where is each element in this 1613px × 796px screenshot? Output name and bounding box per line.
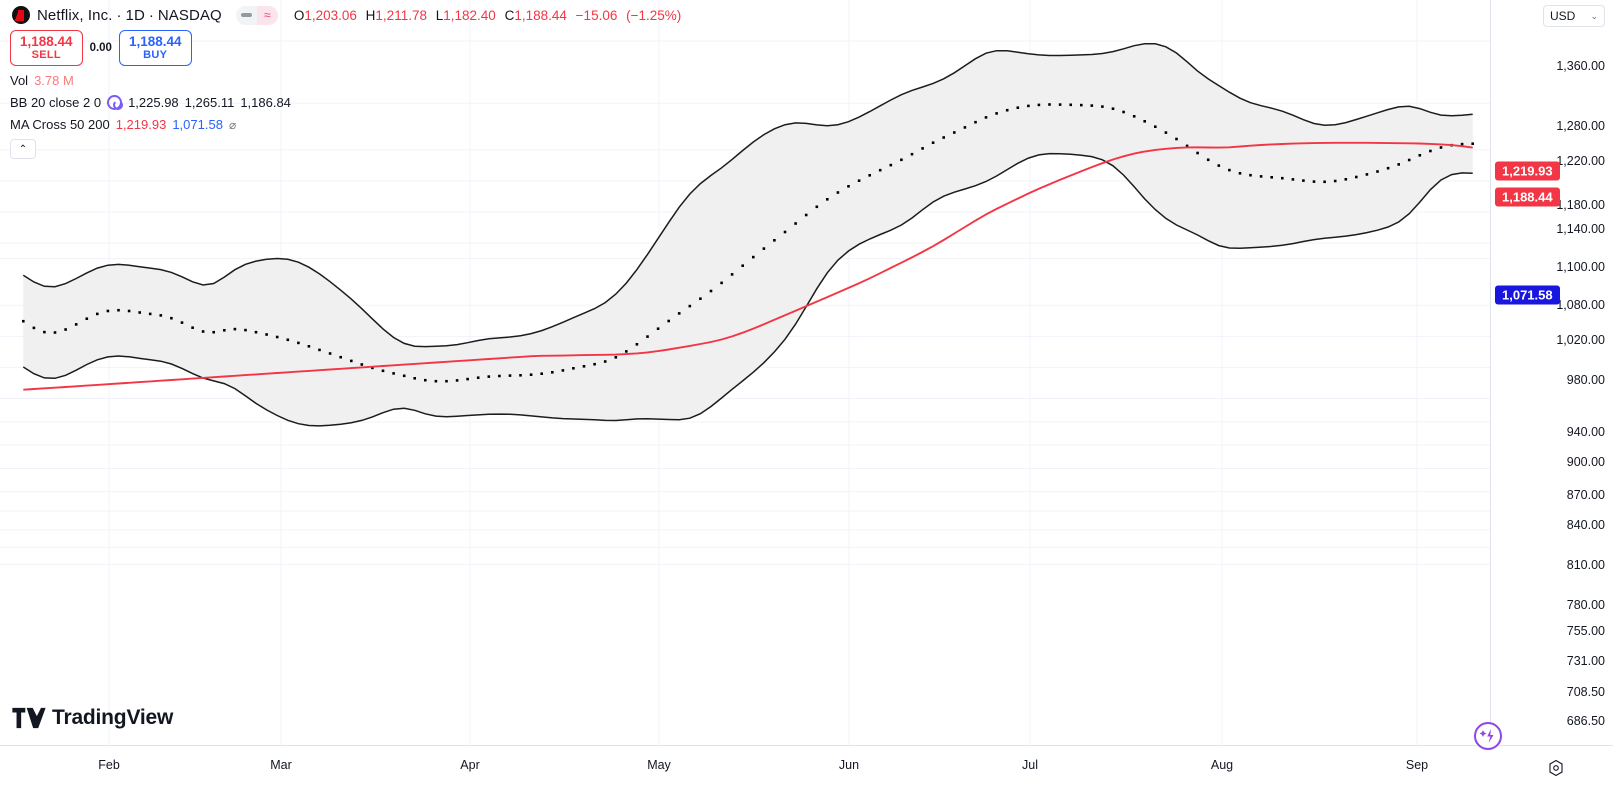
ai-sparkle-icon (1479, 729, 1494, 743)
ma-fast-value: 1,219.93 (115, 117, 167, 133)
price-tick-label: 1,100.00 (1556, 260, 1605, 274)
sell-button[interactable]: 1,188.44 SELL (10, 30, 83, 67)
low-value: 1,182.40 (443, 7, 496, 23)
volume-legend-row[interactable]: Vol 3.78 M (10, 73, 291, 88)
price-tick-label: 1,080.00 (1556, 298, 1605, 312)
high-label: H (365, 7, 376, 23)
netflix-logo-icon (12, 6, 30, 24)
tradingview-logo: TradingView (12, 706, 173, 730)
bollinger-legend-row[interactable]: BB 20 close 2 0 1,225.98 1,265.11 1,186.… (10, 95, 291, 111)
price-tick-label: 755.00 (1566, 624, 1605, 638)
chart-settings-button[interactable] (1546, 758, 1566, 778)
price-tick-label: 686.50 (1566, 714, 1605, 728)
collapse-legend-button[interactable]: ⌃ (10, 139, 36, 160)
header-separator-1: · (116, 6, 122, 24)
tradingview-mark-icon (12, 707, 46, 729)
open-value: 1,203.06 (304, 7, 357, 23)
change-percent: (−1.25%) (626, 7, 682, 23)
ohlc-readout: O1,203.06 H1,211.78 L1,182.40 C1,188.44 … (294, 8, 681, 23)
ai-sparkle-button[interactable] (1474, 722, 1502, 750)
ma-slow-value: 1,071.58 (172, 117, 223, 133)
bollinger-title: BB 20 close 2 0 (10, 95, 102, 111)
chart-legend: 1,188.44 SELL 0.00 1,188.44 BUY Vol 3.78… (10, 30, 291, 160)
price-tick-label: 780.00 (1566, 598, 1605, 612)
exchange-label[interactable]: NASDAQ (157, 6, 222, 24)
chart-header: Netflix, Inc. · 1D · NASDAQ ≈ O1,203.06 … (0, 0, 1613, 30)
price-tick-label: 708.50 (1566, 685, 1605, 699)
bollinger-upper-line (22, 42, 1473, 348)
last-price-label[interactable]: 1,188.44 (1495, 187, 1560, 207)
price-tick-label: 1,180.00 (1556, 198, 1605, 212)
symbol-name[interactable]: Netflix, Inc. (37, 6, 113, 24)
time-axis[interactable]: Feb Mar Apr May Jun Jul Aug Sep (0, 745, 1613, 796)
high-value: 1,211.78 (375, 7, 427, 23)
ma50-line (23, 141, 1473, 391)
bollinger-lower: 1,186.84 (240, 95, 291, 111)
open-label: O (293, 7, 305, 23)
chart-plot-area[interactable] (0, 0, 1490, 745)
currency-selector[interactable]: USD ⌄ (1543, 5, 1605, 27)
currency-label: USD (1550, 9, 1576, 23)
candlestick-svg (0, 0, 1490, 745)
close-label: C (504, 7, 515, 23)
price-tick-label: 940.00 (1566, 425, 1605, 439)
series-style-toggle[interactable]: ≈ (235, 5, 278, 25)
chevron-down-icon: ⌄ (1590, 10, 1598, 21)
price-tick-label: 1,280.00 (1556, 119, 1605, 133)
spread-value: 0.00 (89, 42, 112, 55)
sell-label: SELL (31, 49, 61, 62)
sync-icon[interactable] (107, 95, 124, 111)
close-value: 1,188.44 (514, 7, 567, 23)
volume-value: 3.78 M (34, 73, 74, 89)
ma200-price-label[interactable]: 1,071.58 (1495, 285, 1560, 305)
volume-label: Vol (10, 73, 29, 89)
price-tick-label: 1,220.00 (1556, 154, 1605, 168)
price-tick-label: 900.00 (1566, 455, 1605, 469)
time-tick-label: Jun (838, 758, 860, 772)
header-separator-2: · (148, 6, 154, 24)
buy-label: BUY (143, 49, 168, 62)
price-tick-label: 980.00 (1566, 373, 1605, 387)
bollinger-lower-line (22, 152, 1473, 427)
buy-button[interactable]: 1,188.44 BUY (118, 30, 192, 67)
hidden-eye-icon[interactable]: ⌀ (228, 117, 237, 132)
price-tick-label: 1,360.00 (1556, 59, 1605, 73)
buy-sell-panel: 1,188.44 SELL 0.00 1,188.44 BUY (10, 30, 291, 67)
bollinger-band-fill (23, 43, 1473, 426)
interval-label[interactable]: 1D (125, 6, 145, 24)
ma-cross-title: MA Cross 50 200 (10, 117, 110, 133)
sell-price: 1,188.44 (20, 34, 73, 49)
ma50-price-label[interactable]: 1,219.93 (1495, 161, 1560, 181)
price-tick-label: 870.00 (1566, 488, 1605, 502)
time-tick-label: Feb (98, 758, 120, 772)
change-value: −15.06 (575, 7, 618, 23)
bollinger-basis: 1,225.98 (128, 95, 179, 111)
price-tick-label: 1,140.00 (1556, 222, 1605, 236)
price-tick-label: 810.00 (1566, 558, 1605, 572)
toggle-dash-icon[interactable] (236, 6, 257, 25)
toggle-wave-icon[interactable]: ≈ (256, 5, 278, 25)
buy-price: 1,188.44 (128, 34, 182, 49)
price-axis[interactable]: 1,360.00 1,280.00 1,220.00 1,180.00 1,140.00… (1490, 0, 1613, 745)
time-tick-label: Aug (1210, 758, 1234, 772)
time-tick-label: Mar (270, 758, 292, 772)
time-tick-label: Jul (1022, 758, 1038, 772)
bollinger-upper: 1,265.11 (184, 95, 235, 111)
bollinger-basis-dots (22, 103, 1474, 383)
ma-cross-legend-row[interactable]: MA Cross 50 200 1,219.93 1,071.58 ⌀ (10, 117, 291, 132)
time-tick-label: Apr (460, 758, 480, 772)
price-tick-label: 1,020.00 (1556, 333, 1605, 347)
low-label: L (435, 7, 444, 23)
settings-gear-icon (1549, 759, 1563, 777)
time-tick-label: Sep (1405, 758, 1429, 772)
price-tick-label: 731.00 (1566, 654, 1605, 668)
price-tick-label: 840.00 (1566, 518, 1605, 532)
tradingview-wordmark: TradingView (52, 706, 174, 729)
time-tick-label: May (647, 758, 671, 772)
